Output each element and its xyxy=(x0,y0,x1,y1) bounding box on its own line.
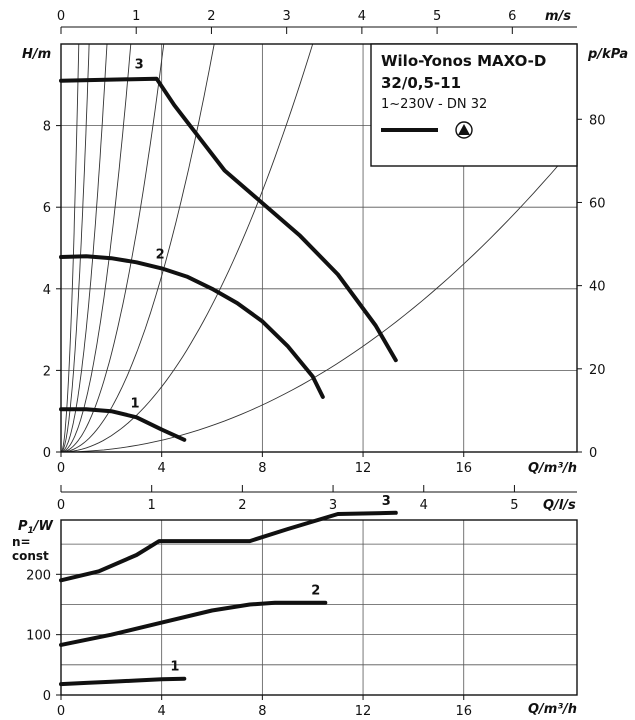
flow-ls-tick-label: 2 xyxy=(238,498,246,513)
pressure-tick-label: 80 xyxy=(589,113,606,128)
power-curve-label-3: 3 xyxy=(382,494,391,509)
power-curve-1 xyxy=(59,676,187,687)
velocity-tick-label: 5 xyxy=(433,9,441,24)
system-curve xyxy=(60,43,90,453)
flow-ls-tick-label: 0 xyxy=(57,498,65,513)
power-chart-frame xyxy=(60,519,578,696)
x-tick-label: 16 xyxy=(455,461,472,476)
pressure-tick-label: 0 xyxy=(589,446,597,461)
y-tick-label: 8 xyxy=(43,120,51,135)
power-y-tick-label: 0 xyxy=(43,689,51,704)
power-curves: 1 2 3 xyxy=(59,494,398,687)
head-curve-2 xyxy=(59,254,325,399)
power-curve-2 xyxy=(59,600,328,647)
power-note-n-const: n= const xyxy=(12,535,49,563)
head-curve-label-3: 3 xyxy=(135,58,144,73)
x-tick-label: 4 xyxy=(158,461,166,476)
subtitle: 1~230V - DN 32 xyxy=(381,97,487,112)
y-axis-label-power: P1/W xyxy=(18,519,54,536)
velocity-tick-label: 0 xyxy=(57,9,65,24)
system-curves xyxy=(60,43,578,453)
velocity-tick-label: 4 xyxy=(358,9,366,24)
pump-symbol-icon xyxy=(455,121,473,139)
top-axis-label-velocity: m/s xyxy=(545,9,571,24)
x-axis-label-flow-bottom: Q/m³/h xyxy=(528,702,577,717)
y-tick-label: 6 xyxy=(43,201,51,216)
x-tick-label-bottom: 4 xyxy=(158,704,166,719)
x-tick-label: 12 xyxy=(355,461,372,476)
title-box: Wilo-Yonos MAXO-D 32/0,5-11 1~230V - DN … xyxy=(370,43,578,167)
velocity-tick-label: 6 xyxy=(508,9,516,24)
velocity-tick-label: 1 xyxy=(132,9,140,24)
system-curve xyxy=(60,43,80,453)
y-axis-label-head: H/m xyxy=(22,47,51,62)
flow-ls-tick-label: 1 xyxy=(148,498,156,513)
flow-ls-tick-label: 5 xyxy=(510,498,518,513)
power-grid xyxy=(61,520,577,695)
title-line-2: 32/0,5-11 xyxy=(381,74,461,92)
head-curve-1 xyxy=(59,407,187,442)
x-tick-label: 8 xyxy=(258,461,266,476)
velocity-tick-label: 3 xyxy=(283,9,291,24)
y-tick-label: 2 xyxy=(43,364,51,379)
system-curve xyxy=(60,43,314,453)
system-curve xyxy=(60,43,215,453)
pressure-tick-label: 20 xyxy=(589,363,606,378)
velocity-tick-label: 2 xyxy=(207,9,215,24)
x-tick-label-bottom: 8 xyxy=(258,704,266,719)
power-curve-label-1: 1 xyxy=(170,660,179,675)
top-axis-label-flow-ls: Q/l/s xyxy=(543,498,576,513)
x-tick-label-bottom: 12 xyxy=(355,704,372,719)
power-curve-label-2: 2 xyxy=(311,584,320,599)
system-curve xyxy=(60,43,132,453)
y-axis-label-pressure: p/kPa xyxy=(587,47,628,62)
power-curve-3 xyxy=(59,510,398,583)
head-curve-3 xyxy=(59,76,398,363)
head-curve-label-2: 2 xyxy=(156,247,165,262)
head-chart-frame xyxy=(60,43,578,453)
pressure-tick-label: 40 xyxy=(589,280,606,295)
head-curve-label-1: 1 xyxy=(131,396,140,411)
head-curves: 1 2 3 xyxy=(59,58,398,442)
x-tick-label-bottom: 16 xyxy=(455,704,472,719)
flow-ls-tick-label: 4 xyxy=(420,498,428,513)
power-y-tick-label: 200 xyxy=(26,568,51,583)
x-tick-label: 0 xyxy=(57,461,65,476)
system-curve xyxy=(60,43,165,453)
y-tick-label: 0 xyxy=(43,446,51,461)
x-tick-label-bottom: 0 xyxy=(57,704,65,719)
pressure-tick-label: 60 xyxy=(589,196,606,211)
system-curve xyxy=(60,43,108,453)
x-axis-label-flow: Q/m³/h xyxy=(528,461,577,476)
title-box-frame xyxy=(370,43,578,167)
system-curve xyxy=(60,143,578,453)
y-tick-label: 4 xyxy=(43,283,51,298)
title-line-1: Wilo-Yonos MAXO-D xyxy=(381,52,546,70)
power-y-tick-label: 100 xyxy=(26,629,51,644)
flow-ls-tick-label: 3 xyxy=(329,498,337,513)
